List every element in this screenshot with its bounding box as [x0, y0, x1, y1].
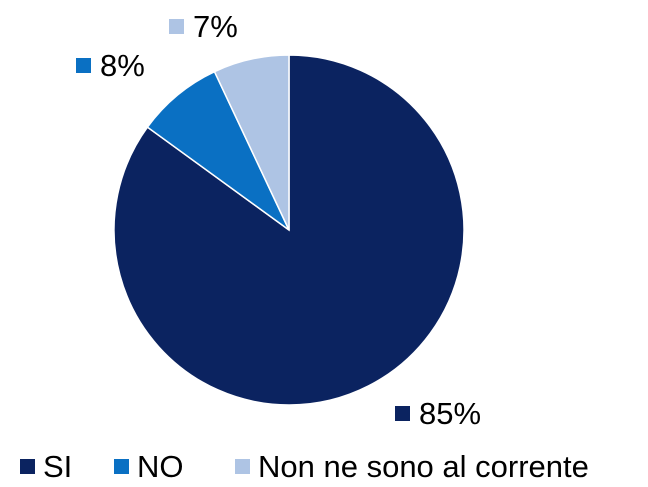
data-label-no-swatch — [76, 58, 91, 73]
data-label-non-ne-sono: 7% — [169, 11, 238, 42]
legend-swatch-no — [114, 459, 129, 474]
data-label-non-ne-sono-swatch — [169, 19, 184, 34]
pie-slice-non-ne-sono — [213, 54, 290, 231]
legend-item-non-ne-sono: Non ne sono al corrente — [235, 451, 589, 482]
legend-swatch-si — [20, 459, 35, 474]
data-label-no: 8% — [76, 50, 145, 81]
data-label-si-text: 85% — [419, 396, 482, 431]
data-label-no-text: 8% — [100, 48, 145, 83]
legend-item-no: NO — [114, 451, 184, 482]
data-label-si: 85% — [395, 398, 481, 429]
legend-swatch-non-ne-sono — [235, 459, 250, 474]
legend-item-si: SI — [20, 451, 72, 482]
data-label-non-ne-sono-text: 7% — [193, 9, 238, 44]
legend-label-si: SI — [43, 449, 73, 484]
legend-label-no: NO — [137, 449, 184, 484]
data-label-si-swatch — [395, 406, 410, 421]
legend-label-non-ne-sono: Non ne sono al corrente — [258, 449, 589, 484]
